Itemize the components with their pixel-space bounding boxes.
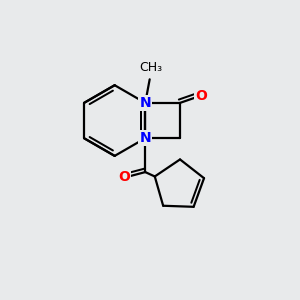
Text: CH₃: CH₃ <box>140 61 163 74</box>
Text: O: O <box>195 88 207 103</box>
Text: N: N <box>140 96 151 110</box>
Text: O: O <box>118 170 130 184</box>
Text: N: N <box>140 131 151 145</box>
